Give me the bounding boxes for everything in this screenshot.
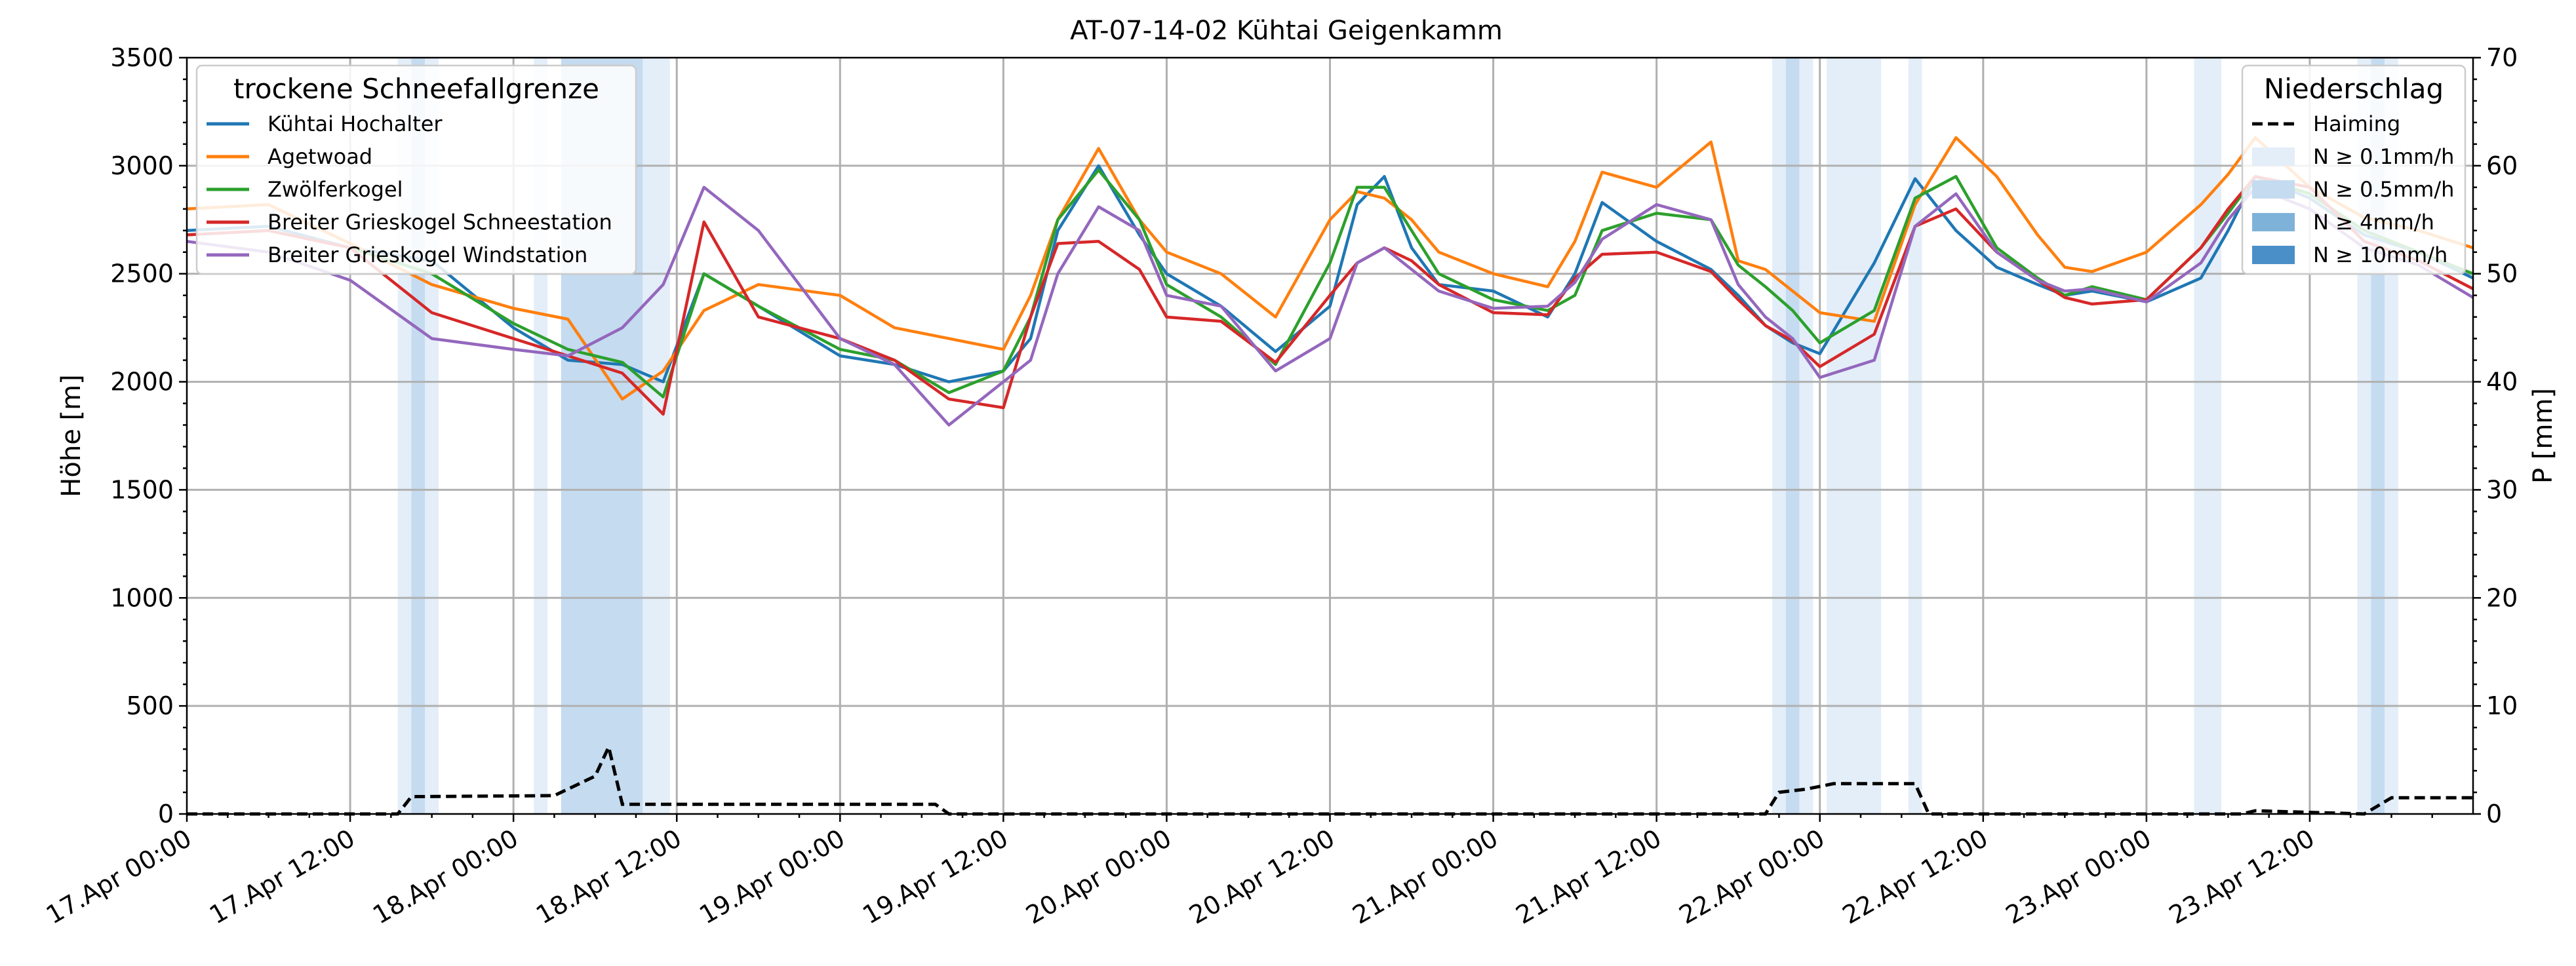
legend-snowline-box (195, 64, 637, 275)
series-line-haiming (187, 742, 2473, 816)
y-tick-label: 0 (158, 800, 174, 828)
y-tick-label: 2000 (110, 368, 174, 396)
y-tick-label: 3500 (110, 43, 174, 72)
legend-precip-swatch (2252, 180, 2295, 199)
precip-band (1785, 58, 1800, 814)
legend-precip-entry: N ≥ 0.1mm/h (2313, 144, 2454, 169)
y2-tick-label: 0 (2486, 800, 2502, 828)
y2-tick-label: 10 (2486, 691, 2518, 720)
legend-precip-entry: N ≥ 0.5mm/h (2313, 177, 2454, 202)
grid (187, 58, 2473, 814)
y-tick-label: 2500 (110, 260, 174, 288)
y2-tick-label: 20 (2486, 583, 2518, 612)
precip-band (1908, 58, 1922, 814)
y2-tick-label: 70 (2486, 43, 2518, 72)
x-tick-label: 23.Apr 00:00 (2001, 824, 2156, 930)
y2-tick-label: 30 (2486, 475, 2518, 504)
y-tick-label: 1500 (110, 475, 174, 504)
legend-snowline-entry: Zwölferkogel (268, 177, 403, 202)
legend-snowline: trockene Schneefallgrenze Kühtai Hochalt… (195, 64, 637, 275)
y2-axis-label: P [mm] (2528, 388, 2558, 484)
series-line-4 (186, 185, 2474, 427)
legend-haiming-label: Haiming (2313, 111, 2400, 136)
precip-bands (397, 58, 2398, 814)
legend-precip-title: Niederschlag (2264, 73, 2444, 105)
legend-snowline-entry: Breiter Grieskogel Schneestation (268, 210, 612, 235)
y2-tick-label: 50 (2486, 260, 2518, 288)
legend-precip: Niederschlag Haiming N ≥ 0.1mm/h N ≥ 0.5m… (2241, 64, 2467, 275)
precip-band (1799, 58, 1813, 814)
series-line-1 (186, 136, 2474, 401)
x-tick-label: 21.Apr 00:00 (1348, 824, 1503, 930)
legend-snowline-entry: Agetwoad (268, 144, 372, 169)
legend-precip-box (2241, 64, 2467, 275)
precip-band (2194, 58, 2222, 814)
chart-title: AT-07-14-02 Kühtai Geigenkamm (1070, 16, 1503, 46)
x-tick-label: 19.Apr 00:00 (694, 824, 850, 930)
x-tick-label: 23.Apr 12:00 (2164, 824, 2320, 930)
x-tick-label: 17.Apr 00:00 (41, 824, 197, 930)
x-tick-label: 18.Apr 00:00 (368, 824, 523, 930)
legend-precip-swatch (2252, 147, 2295, 166)
x-tick-label: 20.Apr 00:00 (1021, 824, 1176, 930)
y-tick-label: 1000 (110, 583, 174, 612)
haiming-layer (187, 742, 2473, 816)
x-tick-label: 17.Apr 12:00 (205, 824, 360, 930)
x-tick-label: 22.Apr 12:00 (1838, 824, 1993, 930)
series-line-3 (186, 175, 2474, 416)
y2-tick-label: 40 (2486, 368, 2518, 396)
precip-band (643, 58, 670, 814)
legend-precip-entry: N ≥ 4mm/h (2313, 210, 2434, 235)
legend-snowline-entry: Breiter Grieskogel Windstation (268, 242, 587, 267)
y-axis-label: Höhe [m] (56, 374, 87, 497)
series-layer (186, 136, 2474, 427)
legend-precip-swatch (2252, 213, 2295, 231)
y2-tick-label: 60 (2486, 151, 2518, 180)
x-tick-label: 22.Apr 00:00 (1674, 824, 1830, 930)
legend-snowline-entry: Kühtai Hochalter (268, 111, 443, 136)
precip-band (1772, 58, 1786, 814)
x-tick-label: 19.Apr 12:00 (858, 824, 1013, 930)
legend-precip-entry: N ≥ 10mm/h (2313, 242, 2447, 267)
y-tick-label: 500 (126, 691, 174, 720)
legend-precip-swatch (2252, 246, 2295, 264)
x-tick-label: 20.Apr 12:00 (1184, 824, 1339, 930)
y-tick-label: 3000 (110, 151, 174, 180)
x-tick-label: 21.Apr 12:00 (1511, 824, 1667, 930)
x-tick-label: 18.Apr 12:00 (531, 824, 686, 930)
legend-snowline-title: trockene Schneefallgrenze (233, 73, 599, 105)
precip-band (1827, 58, 1882, 814)
